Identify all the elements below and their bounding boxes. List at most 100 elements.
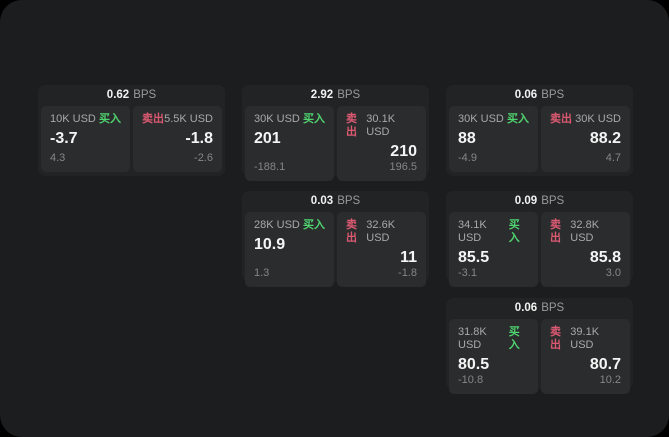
buy-amount: 34.1K USD: [458, 219, 487, 244]
buy-tile[interactable]: 10K USD 买入 -3.7 4.3: [41, 106, 130, 172]
sell-delta: -2.6: [194, 152, 213, 164]
buy-delta: -3.1: [458, 267, 477, 279]
buy-tile[interactable]: 30K USD 买入 88 -4.9: [449, 106, 538, 172]
buy-delta: -10.8: [458, 374, 484, 386]
sell-amount: 32.8K USD: [570, 219, 600, 244]
buy-amount: 28K USD: [254, 219, 300, 231]
sell-tile-header: 卖出 32.8K USD: [550, 219, 621, 245]
buy-tile[interactable]: 34.1K USD 买入 85.5 -3.1: [449, 212, 538, 287]
sell-delta: 196.5: [389, 161, 417, 173]
buy-label: 买入: [99, 113, 121, 125]
sell-tile[interactable]: 卖出 30K USD 88.2 4.7: [541, 106, 630, 172]
sell-amount: 5.5K USD: [164, 113, 213, 125]
bps-unit-label: BPS: [541, 302, 565, 314]
bps-unit-label: BPS: [337, 195, 361, 207]
buy-tile-header: 30K USD 买入: [458, 113, 529, 126]
buy-price: -3.7: [50, 130, 78, 147]
buy-tile-header: 10K USD 买入: [50, 113, 121, 126]
sell-delta: 4.7: [605, 152, 621, 164]
buy-price: 10.9: [254, 236, 286, 253]
card-body: 28K USD 买入 10.9 1.3 卖出 32.6K USD 11 -1.8: [245, 212, 426, 287]
sell-label: 卖出: [346, 113, 357, 138]
card-body: 30K USD 买入 88 -4.9 卖出 30K USD 88.2 4.7: [449, 106, 630, 172]
bps-value: 0.06: [514, 302, 538, 314]
sell-delta: 3.0: [605, 267, 621, 279]
buy-tile-header: 28K USD 买入: [254, 219, 325, 232]
quote-card: 0.09 BPS 34.1K USD 买入 85.5 -3.1 卖出 32.8K…: [446, 191, 633, 287]
buy-amount: 30K USD: [254, 113, 300, 125]
sell-amount: 39.1K USD: [570, 326, 600, 351]
quote-card: 0.03 BPS 28K USD 买入 10.9 1.3 卖出 32.6K US…: [242, 191, 429, 287]
sell-label: 卖出: [550, 113, 572, 125]
card-body: 10K USD 买入 -3.7 4.3 卖出 5.5K USD -1.8 -2.…: [41, 106, 222, 172]
buy-tile-header: 31.8K USD 买入: [458, 326, 529, 352]
buy-tile-header: 30K USD 买入: [254, 113, 325, 126]
bps-value: 0.03: [310, 195, 334, 207]
sell-tile-header: 卖出 5.5K USD: [142, 113, 213, 126]
card-header: 0.09 BPS: [446, 191, 633, 212]
sell-price: -1.8: [185, 130, 213, 147]
quote-card: 0.62 BPS 10K USD 买入 -3.7 4.3 卖出 5.5K USD: [38, 85, 225, 176]
sell-tile-header: 卖出 30K USD: [550, 113, 621, 126]
sell-price: 210: [390, 143, 417, 160]
card-body: 30K USD 买入 201 -188.1 卖出 30.1K USD 210 1…: [245, 106, 426, 181]
buy-tile[interactable]: 30K USD 买入 201 -188.1: [245, 106, 334, 181]
sell-label: 卖出: [142, 113, 164, 125]
buy-amount: 30K USD: [458, 113, 504, 125]
buy-amount: 31.8K USD: [458, 326, 487, 351]
sell-delta: 10.2: [599, 374, 621, 386]
sell-tile[interactable]: 卖出 5.5K USD -1.8 -2.6: [133, 106, 222, 172]
bps-unit-label: BPS: [337, 89, 361, 101]
card-body: 34.1K USD 买入 85.5 -3.1 卖出 32.8K USD 85.8…: [449, 212, 630, 287]
buy-delta: 1.3: [254, 267, 270, 279]
sell-tile[interactable]: 卖出 32.6K USD 11 -1.8: [337, 212, 426, 287]
buy-label: 买入: [508, 326, 520, 351]
buy-price: 201: [254, 130, 281, 147]
sell-tile-header: 卖出 30.1K USD: [346, 113, 417, 139]
bps-value: 0.09: [514, 195, 538, 207]
buy-delta: -4.9: [458, 152, 477, 164]
bps-unit-label: BPS: [541, 89, 565, 101]
sell-amount: 30K USD: [575, 113, 621, 125]
bps-value: 2.92: [310, 89, 334, 101]
card-header: 2.92 BPS: [242, 85, 429, 106]
card-header: 0.06 BPS: [446, 85, 633, 106]
bps-value: 0.06: [514, 89, 538, 101]
sell-label: 卖出: [550, 219, 561, 244]
card-header: 0.62 BPS: [38, 85, 225, 106]
sell-tile-header: 卖出 32.6K USD: [346, 219, 417, 245]
sell-amount: 32.6K USD: [366, 219, 396, 244]
sell-tile[interactable]: 卖出 39.1K USD 80.7 10.2: [541, 319, 630, 394]
sell-tile[interactable]: 卖出 32.8K USD 85.8 3.0: [541, 212, 630, 287]
sell-tile-header: 卖出 39.1K USD: [550, 326, 621, 352]
sell-tile[interactable]: 卖出 30.1K USD 210 196.5: [337, 106, 426, 181]
buy-label: 买入: [303, 113, 325, 125]
bps-value: 0.62: [106, 89, 130, 101]
buy-price: 85.5: [458, 249, 490, 266]
bps-unit-label: BPS: [133, 89, 157, 101]
buy-label: 买入: [507, 113, 529, 125]
card-header: 0.03 BPS: [242, 191, 429, 212]
sell-price: 11: [400, 249, 417, 266]
buy-label: 买入: [508, 219, 520, 244]
buy-price: 80.5: [458, 356, 490, 373]
buy-tile[interactable]: 28K USD 买入 10.9 1.3: [245, 212, 334, 287]
buy-tile[interactable]: 31.8K USD 买入 80.5 -10.8: [449, 319, 538, 394]
buy-delta: -188.1: [254, 161, 286, 173]
sell-delta: -1.8: [398, 267, 417, 279]
quote-card: 0.06 BPS 31.8K USD 买入 80.5 -10.8 卖出 39.1…: [446, 298, 633, 394]
buy-label: 买入: [303, 219, 325, 231]
sell-label: 卖出: [346, 219, 357, 244]
sell-price: 85.8: [589, 249, 621, 266]
buy-price: 88: [458, 130, 476, 147]
sell-price: 80.7: [589, 356, 621, 373]
sell-price: 88.2: [589, 130, 621, 147]
buy-delta: 4.3: [50, 152, 66, 164]
sell-label: 卖出: [550, 326, 561, 351]
quote-card: 0.06 BPS 30K USD 买入 88 -4.9 卖出 30K USD: [446, 85, 633, 176]
card-body: 31.8K USD 买入 80.5 -10.8 卖出 39.1K USD 80.…: [449, 319, 630, 394]
bps-unit-label: BPS: [541, 195, 565, 207]
quote-card: 2.92 BPS 30K USD 买入 201 -188.1 卖出 30.1K …: [242, 85, 429, 181]
